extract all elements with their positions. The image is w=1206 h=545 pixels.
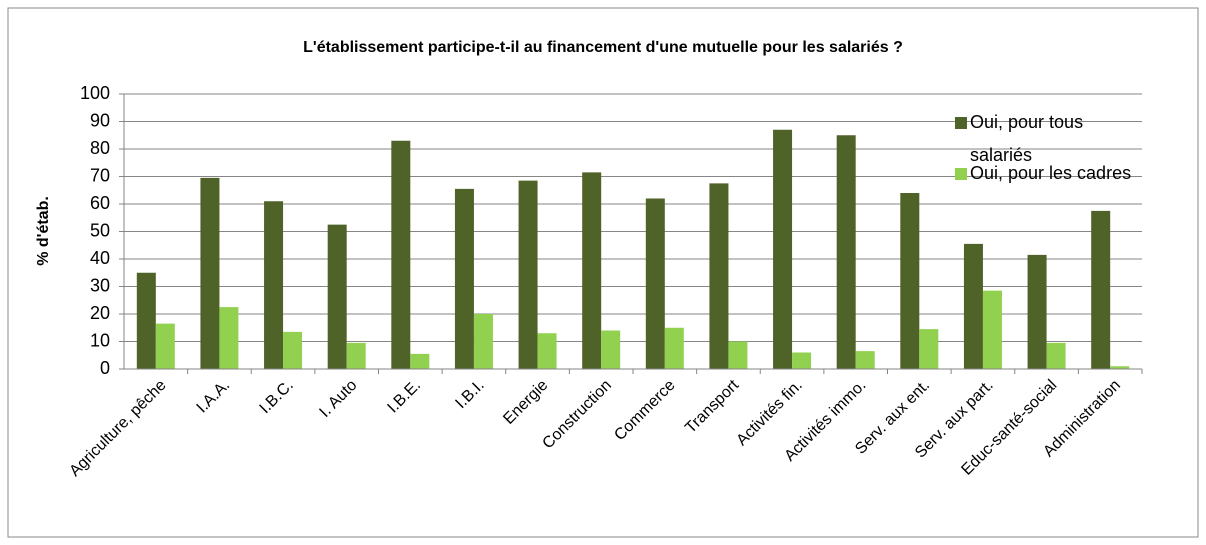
- y-tick-label: 30: [90, 275, 110, 295]
- bar: [709, 183, 729, 369]
- bar: [1046, 342, 1066, 369]
- bar: [773, 129, 793, 369]
- chart-title: L'établissement participe-t-il au financ…: [303, 39, 903, 56]
- y-tick-label: 70: [90, 165, 110, 185]
- legend-item: Oui, pour tous salariés: [955, 106, 1105, 172]
- y-tick-label: 60: [90, 193, 110, 213]
- bar: [1027, 254, 1047, 369]
- y-tick-label: 80: [90, 138, 110, 158]
- y-tick-label: 90: [90, 110, 110, 130]
- bar: [900, 193, 920, 369]
- bar: [283, 331, 303, 369]
- legend-label: Oui, pour tous salariés: [970, 112, 1084, 165]
- y-tick-label: 10: [90, 330, 110, 350]
- y-tick-label: 100: [80, 83, 110, 103]
- bar: [327, 224, 347, 369]
- bar: [836, 135, 856, 369]
- chart-frame: [7, 7, 1199, 538]
- bar: [582, 172, 602, 369]
- bar: [391, 140, 411, 369]
- bar: [1091, 210, 1111, 369]
- bar: [982, 290, 1002, 369]
- bar: [200, 177, 220, 369]
- y-tick-label: 50: [90, 220, 110, 240]
- bar: [264, 201, 284, 369]
- y-tick-label: 20: [90, 303, 110, 323]
- bar: [136, 272, 156, 369]
- bar: [645, 198, 665, 369]
- bar: [537, 333, 557, 369]
- legend-label: Oui, pour les cadres: [970, 163, 1132, 183]
- bar: [454, 188, 474, 369]
- bar: [601, 330, 621, 369]
- bar: [728, 341, 748, 369]
- bar: [792, 352, 812, 369]
- bar: [963, 243, 983, 369]
- y-tick-label: 40: [90, 248, 110, 268]
- y-axis-title: % d'étab.: [35, 196, 52, 266]
- bar: [664, 327, 684, 369]
- y-tick-label: 0: [100, 358, 110, 378]
- bar: [1110, 366, 1130, 369]
- bar: [155, 323, 175, 369]
- bar: [410, 353, 430, 369]
- legend-swatch: [955, 117, 967, 129]
- bar: [518, 180, 538, 369]
- bar: [919, 329, 939, 369]
- legend-item: Oui, pour les cadres: [955, 157, 1185, 190]
- legend-swatch: [955, 168, 967, 180]
- bar: [346, 342, 366, 369]
- bar: [855, 351, 875, 369]
- bar: [219, 307, 239, 369]
- bar: [473, 314, 493, 369]
